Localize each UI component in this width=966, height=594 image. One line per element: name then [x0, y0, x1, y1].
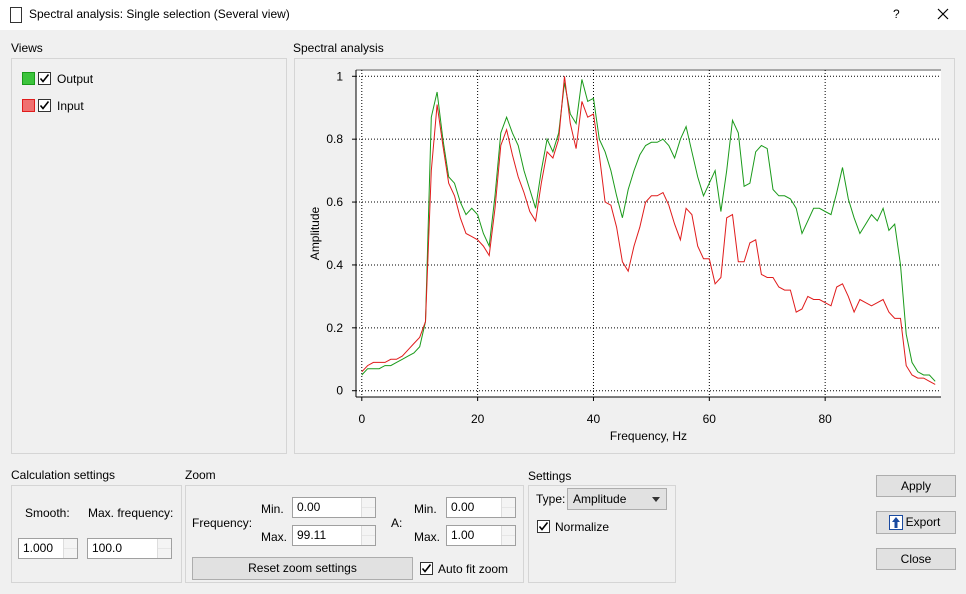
label: Frequency:	[192, 516, 253, 530]
label: Smooth:	[25, 506, 70, 520]
window-icon	[10, 7, 22, 23]
check-mark	[39, 74, 50, 83]
checkbox[interactable]	[38, 99, 51, 112]
export-button[interactable]: Export	[876, 511, 956, 534]
window-title: Spectral analysis: Single selection (Sev…	[29, 7, 290, 21]
label: Max. frequency:	[88, 506, 174, 520]
apply-button[interactable]: Apply	[876, 475, 956, 497]
label: Normalize	[555, 520, 610, 534]
x-tick-label: 0	[358, 412, 365, 426]
checkbox[interactable]	[38, 72, 51, 85]
export-icon	[889, 515, 903, 530]
spinbox[interactable]: 99.11	[292, 525, 376, 546]
label: Min.	[414, 502, 437, 516]
label: Max.	[261, 530, 288, 544]
y-tick-label: 1	[336, 69, 343, 83]
x-axis-label: Frequency, Hz	[610, 429, 687, 443]
check-mark	[538, 522, 549, 531]
x-tick-label: 20	[471, 412, 485, 426]
label: A:	[391, 516, 403, 530]
x-tick-label: 40	[587, 412, 601, 426]
combo-arrow	[652, 497, 660, 502]
check-mark	[39, 101, 50, 110]
close-button[interactable]: Close	[876, 548, 956, 570]
title-bar	[0, 0, 966, 30]
y-tick-label: 0.4	[326, 258, 343, 272]
series-line	[361, 79, 936, 382]
spinbox[interactable]: 100.0	[87, 538, 172, 559]
check-mark	[421, 564, 432, 573]
checkbox[interactable]	[537, 520, 550, 533]
calc-panel	[11, 485, 182, 583]
x-tick-label: 60	[703, 412, 717, 426]
series-line	[361, 76, 936, 385]
color-swatch	[22, 72, 35, 85]
color-swatch	[22, 99, 35, 112]
label: Min.	[261, 502, 284, 516]
label: Type:	[536, 492, 566, 506]
y-tick-label: 0	[336, 384, 343, 398]
spinbox[interactable]: 1.00	[446, 525, 516, 546]
calc-title: Calculation settings	[11, 468, 116, 482]
plot-area	[356, 70, 941, 397]
help-button[interactable]: ?	[893, 7, 900, 21]
settings-title: Settings	[528, 469, 572, 483]
label: Auto fit zoom	[438, 562, 509, 576]
type-combo[interactable]: Amplitude	[567, 488, 667, 510]
y-tick-label: 0.6	[326, 195, 343, 209]
button-text: Export	[905, 515, 941, 529]
y-axis-label: Amplitude	[308, 207, 322, 261]
spinbox[interactable]: 0.00	[446, 497, 516, 518]
y-tick-label: 0.8	[326, 132, 343, 146]
combo-text: Amplitude	[573, 492, 627, 506]
x-tick-label: 80	[818, 412, 832, 426]
reset-zoom-button[interactable]: Reset zoom settings	[192, 557, 413, 580]
chart: 0 0.2 0.4 0.6 0.8 1 0 20 40 60 80 Frequency, Hz Ampl…	[308, 69, 941, 443]
spinbox[interactable]: 0.00	[292, 497, 376, 518]
zoom-title: Zoom	[185, 468, 216, 482]
views-title: Views	[11, 41, 43, 55]
view-label: Output	[57, 72, 94, 86]
chart-title: Spectral analysis	[293, 41, 384, 55]
close-window-button[interactable]	[936, 7, 950, 21]
label: Max.	[414, 530, 441, 544]
spinbox[interactable]: 1.000	[18, 538, 78, 559]
y-tick-label: 0.2	[326, 321, 343, 335]
view-label: Input	[57, 99, 84, 113]
checkbox[interactable]	[420, 562, 433, 575]
views-panel	[11, 58, 287, 454]
